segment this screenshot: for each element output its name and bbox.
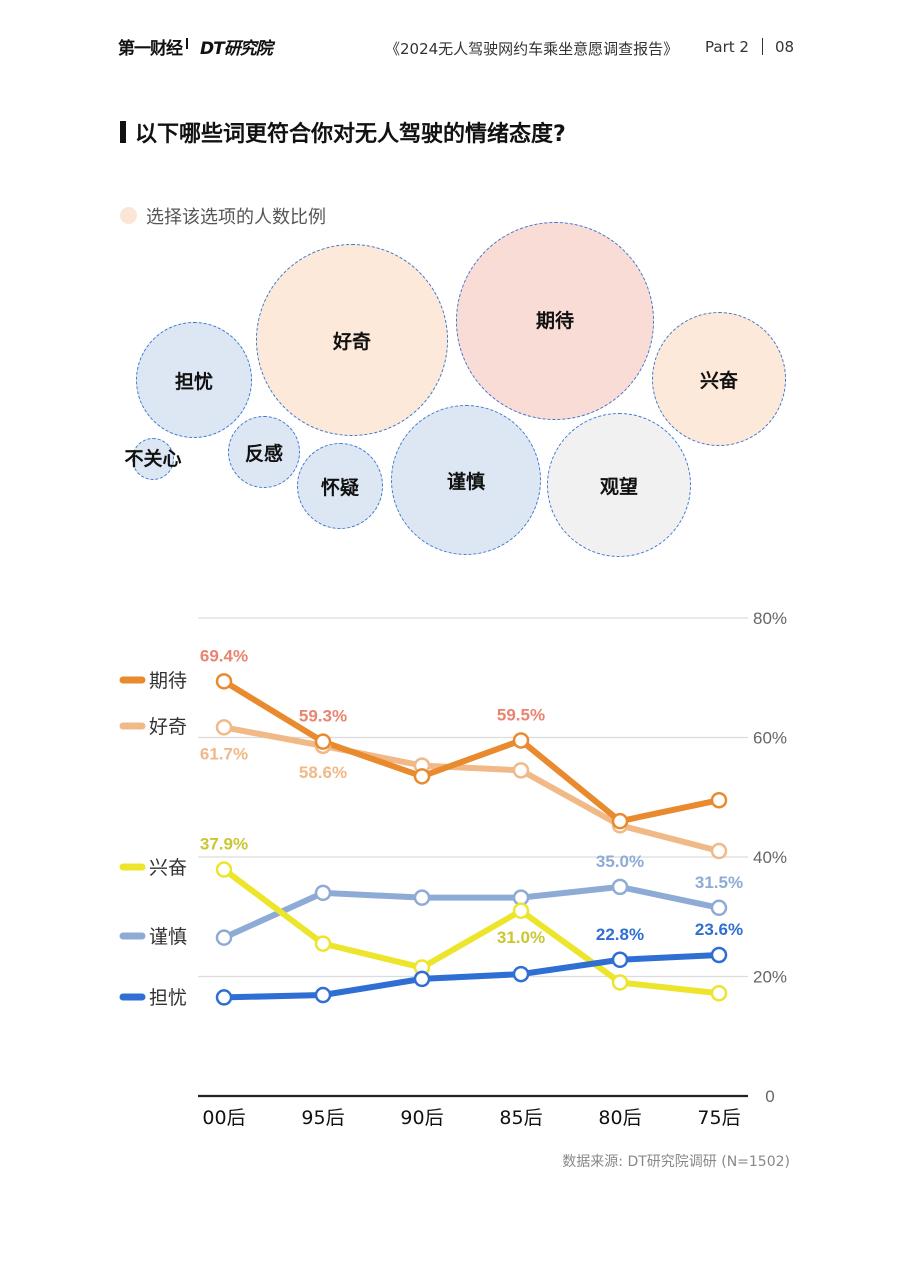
y-tick-label: 40% <box>753 848 787 867</box>
data-point <box>710 842 728 860</box>
bubble-huaiyi: 怀疑 <box>297 443 383 529</box>
question-title: 以下哪些词更符合你对无人驾驶的情绪态度? <box>135 122 566 147</box>
data-label: 35.0% <box>596 852 644 871</box>
data-point <box>611 812 629 830</box>
brand-logo-dt: DT研究院 <box>200 39 273 59</box>
y-tick-label: 60% <box>753 729 787 748</box>
legend-label: 担忧 <box>149 987 187 1009</box>
data-label: 23.6% <box>695 920 743 939</box>
data-point <box>710 899 728 917</box>
data-point <box>512 732 530 749</box>
legend-label: 兴奋 <box>149 857 187 879</box>
series-line <box>221 866 722 997</box>
data-point <box>215 989 233 1006</box>
data-label: 59.5% <box>497 705 545 724</box>
y-tick-label: 80% <box>753 609 787 628</box>
series-line <box>221 724 722 855</box>
x-tick-label: 75后 <box>697 1107 740 1129</box>
page-header: 第一财经 DT研究院 《2024无人驾驶网约车乘坐意愿调查报告》 Part 2 … <box>0 0 910 90</box>
bubble-label: 兴奋 <box>699 369 738 392</box>
bubble-haoqi: 好奇 <box>256 244 448 436</box>
bubble-label: 反感 <box>244 442 283 465</box>
data-point <box>413 889 431 906</box>
data-point <box>512 762 530 779</box>
bubble-label: 观望 <box>599 475 638 498</box>
bubble-legend-swatch <box>120 207 137 224</box>
logo-divider <box>186 38 188 49</box>
data-point <box>314 884 332 902</box>
x-tick-label: 90后 <box>400 1107 443 1129</box>
bubble-legend-label: 选择该选项的人数比例 <box>146 207 326 228</box>
header-divider <box>762 38 763 55</box>
data-point <box>710 984 728 1002</box>
bubble-xingfen: 兴奋 <box>652 312 786 446</box>
data-point <box>215 861 233 878</box>
page-number: 08 <box>775 38 795 56</box>
data-point <box>611 951 629 969</box>
data-label: 31.5% <box>695 873 743 892</box>
brand-logo-yicai: 第一财经 <box>118 39 183 59</box>
bubble-label: 好奇 <box>332 330 371 353</box>
y-tick-label: 20% <box>753 968 787 987</box>
data-point <box>710 946 728 964</box>
data-point <box>611 878 629 896</box>
data-point <box>215 673 233 690</box>
data-label: 69.4% <box>200 646 248 665</box>
data-point <box>314 733 332 750</box>
line-chart: 0 20% 40% 60% 80% 00后 95后 90后 85后 80后 75后 期待好奇兴奋谨慎担… <box>119 609 787 1129</box>
data-point <box>413 768 431 785</box>
data-point <box>710 791 728 809</box>
data-label: 59.3% <box>299 707 347 726</box>
legend-label: 好奇 <box>149 716 187 738</box>
legend-label: 期待 <box>149 670 187 692</box>
report-title: 《2024无人驾驶网约车乘坐意愿调查报告》 <box>385 40 679 58</box>
question-marker <box>120 121 126 143</box>
series-line <box>221 883 722 941</box>
bubble-label: 怀疑 <box>320 476 359 499</box>
data-label: 61.7% <box>200 744 248 763</box>
bubble-fangan: 反感 <box>228 416 300 488</box>
x-tick-label: 80后 <box>598 1107 641 1129</box>
data-source-note: 数据来源: DT研究院调研 (N=1502) <box>562 1154 790 1170</box>
data-point <box>314 986 332 1004</box>
data-label: 22.8% <box>596 925 644 944</box>
part-label: Part 2 <box>705 38 749 56</box>
data-point <box>314 935 332 952</box>
bubble-label: 期待 <box>535 309 574 332</box>
series-line <box>221 951 722 1001</box>
legend-label: 谨慎 <box>149 926 187 948</box>
y-tick-label: 0 <box>765 1087 774 1106</box>
bubble-qidai: 期待 <box>456 222 654 420</box>
x-tick-label: 85后 <box>499 1107 542 1129</box>
bubble-buguanxin: 不关心 <box>125 438 182 480</box>
bubble-jinshen: 谨慎 <box>391 405 541 555</box>
x-tick-label: 00后 <box>202 1107 245 1129</box>
data-point <box>215 719 233 736</box>
data-label: 31.0% <box>497 928 545 947</box>
data-point <box>512 965 530 983</box>
data-point <box>512 902 530 920</box>
bubble-danyou: 担忧 <box>136 322 252 438</box>
data-point <box>215 929 233 946</box>
bubble-label: 谨慎 <box>446 470 485 493</box>
data-point <box>611 974 629 991</box>
data-label: 37.9% <box>200 835 248 854</box>
data-label: 58.6% <box>299 763 347 782</box>
bubble-label: 担忧 <box>174 370 213 393</box>
x-tick-label: 95后 <box>301 1107 344 1129</box>
bubble-label: 不关心 <box>124 447 182 470</box>
data-point <box>413 970 431 988</box>
bubble-guanwang: 观望 <box>547 413 691 557</box>
series-line <box>221 678 722 825</box>
